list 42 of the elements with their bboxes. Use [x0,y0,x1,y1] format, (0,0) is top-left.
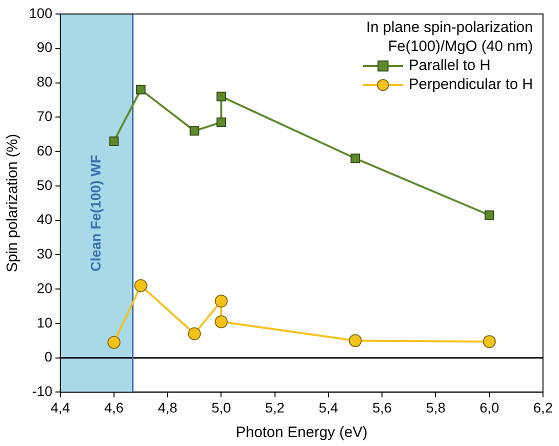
y-tick-label: 20 [36,280,53,296]
x-tick-label: 4,8 [158,399,178,416]
x-tick-label: 5,8 [426,399,446,416]
x-tick-label: 5,4 [318,399,338,416]
y-tick-label: 90 [36,39,53,56]
y-axis-title: Spin polarization (%) [4,134,22,272]
x-axis-title: Photon Energy (eV) [236,424,368,442]
x-tick-label: 4,4 [50,399,70,416]
y-tick-label: 70 [36,108,53,124]
y-tick-label: 60 [36,142,53,158]
point [188,327,201,340]
point [107,336,120,349]
y-tick-label: 40 [36,211,53,228]
point [350,154,360,164]
legend-label: Parallel to H [408,56,490,75]
y-tick-label: 100 [29,4,53,21]
point [216,92,226,102]
y-tick-label: 50 [36,176,53,193]
point [214,294,228,308]
y-tick-label: 30 [36,246,53,262]
legend-label: Perpendicular to H [408,75,533,94]
y-tick-label: 10 [36,314,53,330]
x-tick-label: 6,2 [533,399,553,416]
x-tick-label: 4,6 [104,399,124,416]
point [109,136,119,146]
x-tick-label: 5,2 [265,399,285,416]
legend-title: In plane spin-polarization Fe(100)/MgO (40 nm) [365,18,533,56]
y-tick-label: 0 [44,348,53,365]
x-tick-label: 5,0 [212,399,232,416]
point [214,315,228,328]
point [136,84,146,94]
point [348,334,362,348]
point [216,118,226,128]
band-label: Clean Fe(100) WF [87,154,104,272]
point [484,210,494,220]
x-tick-label: 5,6 [372,399,392,416]
y-tick-label: 80 [36,74,53,90]
point [134,279,148,292]
point [190,126,200,136]
point [482,335,496,348]
x-tick-label: 6,0 [480,399,500,416]
y-tick-label: -10 [32,383,53,400]
